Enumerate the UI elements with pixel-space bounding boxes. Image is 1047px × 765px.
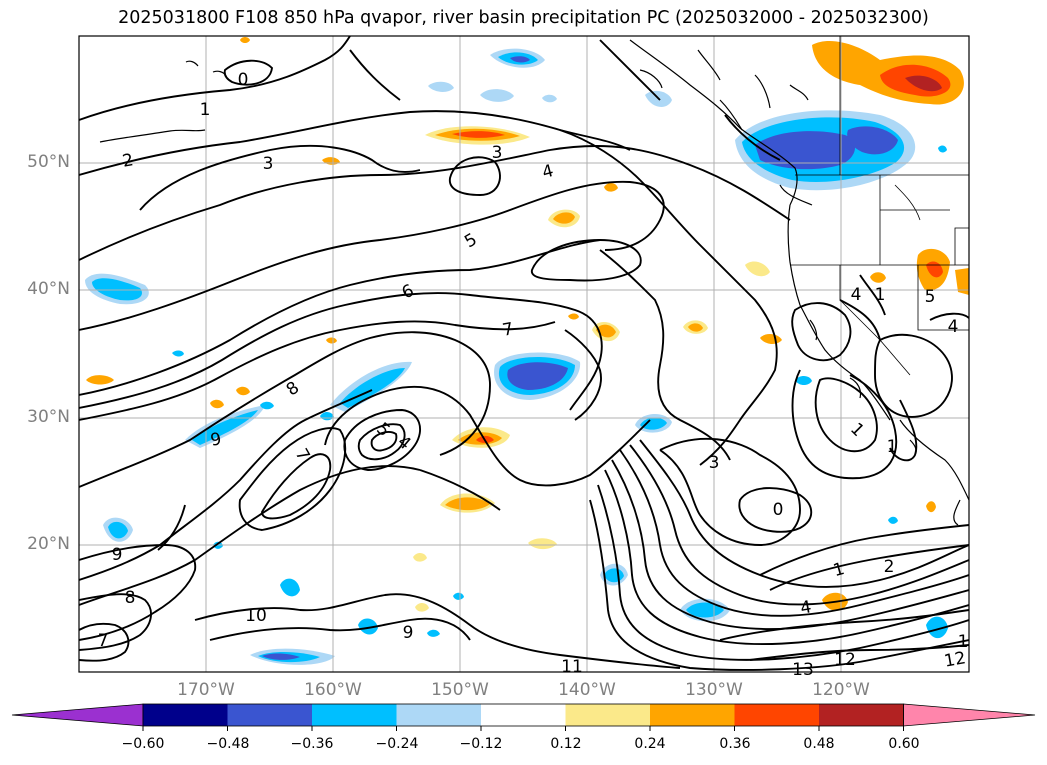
colorbar-segment [396,704,482,726]
lat-label-20n: 20°N [27,534,70,554]
contour-label: 4 [540,161,556,183]
contour-label: 0 [238,70,249,90]
contour-label: 3 [263,154,274,174]
lon-label-160w: 160°W [304,680,362,700]
lon-label-150w: 150°W [431,680,489,700]
colorbar-segment [227,704,313,726]
colorbar-tick-label: 0.12 [550,736,582,752]
colorbar-tick-label: 0.48 [803,736,835,752]
colorbar-tick-label: 0.36 [719,736,751,752]
contour-label: 7 [501,319,515,341]
colorbar-segment [734,704,820,726]
colorbar-tick-label: 0.24 [634,736,666,752]
lat-label-40n: 40°N [27,279,70,299]
contour-label: 9 [209,429,223,451]
colorbar-segment [143,704,228,726]
colorbar-tick-label: 0.60 [888,736,920,752]
lon-label-140w: 140°W [558,680,616,700]
political-borders [790,36,969,376]
map-frame [78,35,970,673]
colorbar-tick-label: −0.36 [290,736,334,752]
contour-label: 1 [887,437,898,457]
lat-label-30n: 30°N [27,407,70,427]
map-title: 2025031800 F108 850 hPa qvapor, river ba… [118,8,929,28]
contour-label: 1 [875,285,886,305]
contour-label: 10 [245,606,267,626]
colorbar-segment [312,704,397,726]
qvapor-contours [79,36,969,671]
contour-label: 4 [851,285,862,305]
contour-label: 9 [403,623,414,643]
colorbar-tick-label: −0.60 [121,736,165,752]
colorbar-segment [819,704,904,726]
colorbar-tick-label: −0.24 [375,736,419,752]
contour-label: 12 [834,650,856,670]
contour-label: 1 [831,559,847,581]
colorbar [11,703,1036,731]
contour-label: 3 [492,143,503,163]
colorbar-segment [650,704,735,726]
lon-label-130w: 130°W [685,680,743,700]
contour-label: 8 [125,588,136,608]
colorbar-extend-min [11,703,144,727]
colorbar-segment [565,704,651,726]
colorbar-segment [481,704,566,726]
contour-label: 4 [948,317,959,337]
contour-label: 1 [958,632,969,652]
colorbar-tick-label: −0.48 [206,736,250,752]
lon-label-120w: 120°W [812,680,870,700]
contour-label: 1 [200,100,211,120]
lon-label-170w: 170°W [177,680,235,700]
colorbar-extend-max [903,703,1036,727]
contour-label: 5 [925,287,936,307]
contour-label: 11 [561,657,583,677]
contour-label: 2 [884,557,895,577]
contour-label: 0 [773,500,784,520]
contour-label: 3 [709,453,720,473]
contour-label: 12 [943,648,968,671]
contour-label: 9 [112,545,123,565]
colorbar-frame [142,703,904,727]
lat-label-50n: 50°N [27,152,70,172]
contour-label: 7 [98,631,109,651]
colorbar-tick-label: −0.12 [459,736,503,752]
contour-label: 4 [799,597,813,619]
contour-label: 13 [792,660,814,680]
contour-label: 2 [121,150,135,172]
